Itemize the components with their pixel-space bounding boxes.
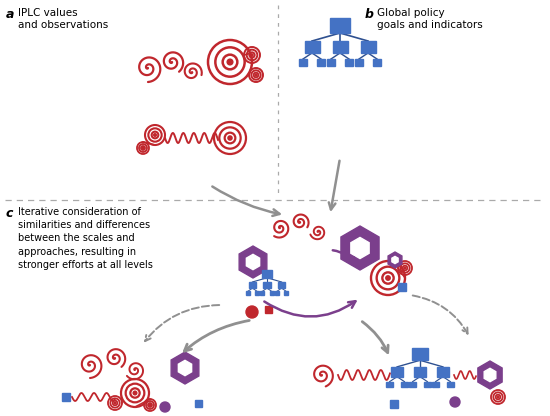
Circle shape — [386, 276, 390, 280]
Circle shape — [142, 147, 144, 149]
Polygon shape — [484, 368, 496, 382]
Circle shape — [228, 136, 232, 140]
Bar — [330, 18, 350, 33]
Bar — [432, 381, 439, 387]
Bar — [360, 41, 376, 53]
Polygon shape — [171, 352, 199, 384]
Bar — [437, 367, 449, 377]
Bar — [414, 367, 426, 377]
Bar — [263, 282, 271, 288]
Circle shape — [160, 402, 170, 412]
Bar — [195, 400, 202, 407]
Bar — [305, 41, 320, 53]
Polygon shape — [351, 238, 369, 259]
Circle shape — [227, 59, 233, 65]
Bar — [262, 270, 272, 278]
Bar — [409, 381, 416, 387]
Circle shape — [450, 397, 460, 407]
Circle shape — [255, 74, 257, 76]
Text: c: c — [6, 207, 13, 220]
Circle shape — [149, 404, 151, 406]
Text: a: a — [6, 8, 14, 21]
Bar — [278, 282, 285, 288]
Bar — [401, 381, 408, 387]
Text: Iterative consideration of
similarities and differences
between the scales and
a: Iterative consideration of similarities … — [18, 207, 153, 270]
Bar — [398, 283, 406, 291]
Bar — [270, 291, 274, 295]
Text: Global policy
goals and indicators: Global policy goals and indicators — [377, 8, 483, 30]
Polygon shape — [392, 256, 398, 264]
Circle shape — [497, 396, 499, 398]
Bar — [299, 59, 307, 66]
Bar — [275, 291, 279, 295]
Bar — [265, 306, 272, 313]
Polygon shape — [341, 226, 379, 270]
Bar — [284, 291, 288, 295]
Polygon shape — [388, 252, 402, 268]
Bar — [373, 59, 381, 66]
Bar — [249, 282, 256, 288]
Bar — [355, 59, 363, 66]
Bar — [424, 381, 431, 387]
Circle shape — [404, 267, 406, 269]
Bar — [333, 41, 348, 53]
Bar — [390, 400, 398, 408]
Bar — [447, 381, 454, 387]
Bar — [345, 59, 353, 66]
Circle shape — [114, 402, 116, 404]
Text: IPLC values
and observations: IPLC values and observations — [18, 8, 108, 30]
Bar — [260, 291, 265, 295]
Bar — [391, 367, 403, 377]
Bar — [327, 59, 335, 66]
Circle shape — [133, 391, 137, 395]
Bar — [255, 291, 259, 295]
Bar — [246, 291, 250, 295]
Circle shape — [246, 306, 258, 318]
Bar — [412, 348, 428, 360]
Circle shape — [251, 54, 253, 56]
Polygon shape — [246, 254, 260, 270]
Text: b: b — [365, 8, 374, 21]
Bar — [387, 381, 393, 387]
Polygon shape — [478, 361, 502, 389]
Bar — [62, 393, 70, 401]
Polygon shape — [239, 246, 267, 278]
Bar — [317, 59, 325, 66]
Polygon shape — [178, 360, 191, 376]
Circle shape — [153, 134, 156, 136]
